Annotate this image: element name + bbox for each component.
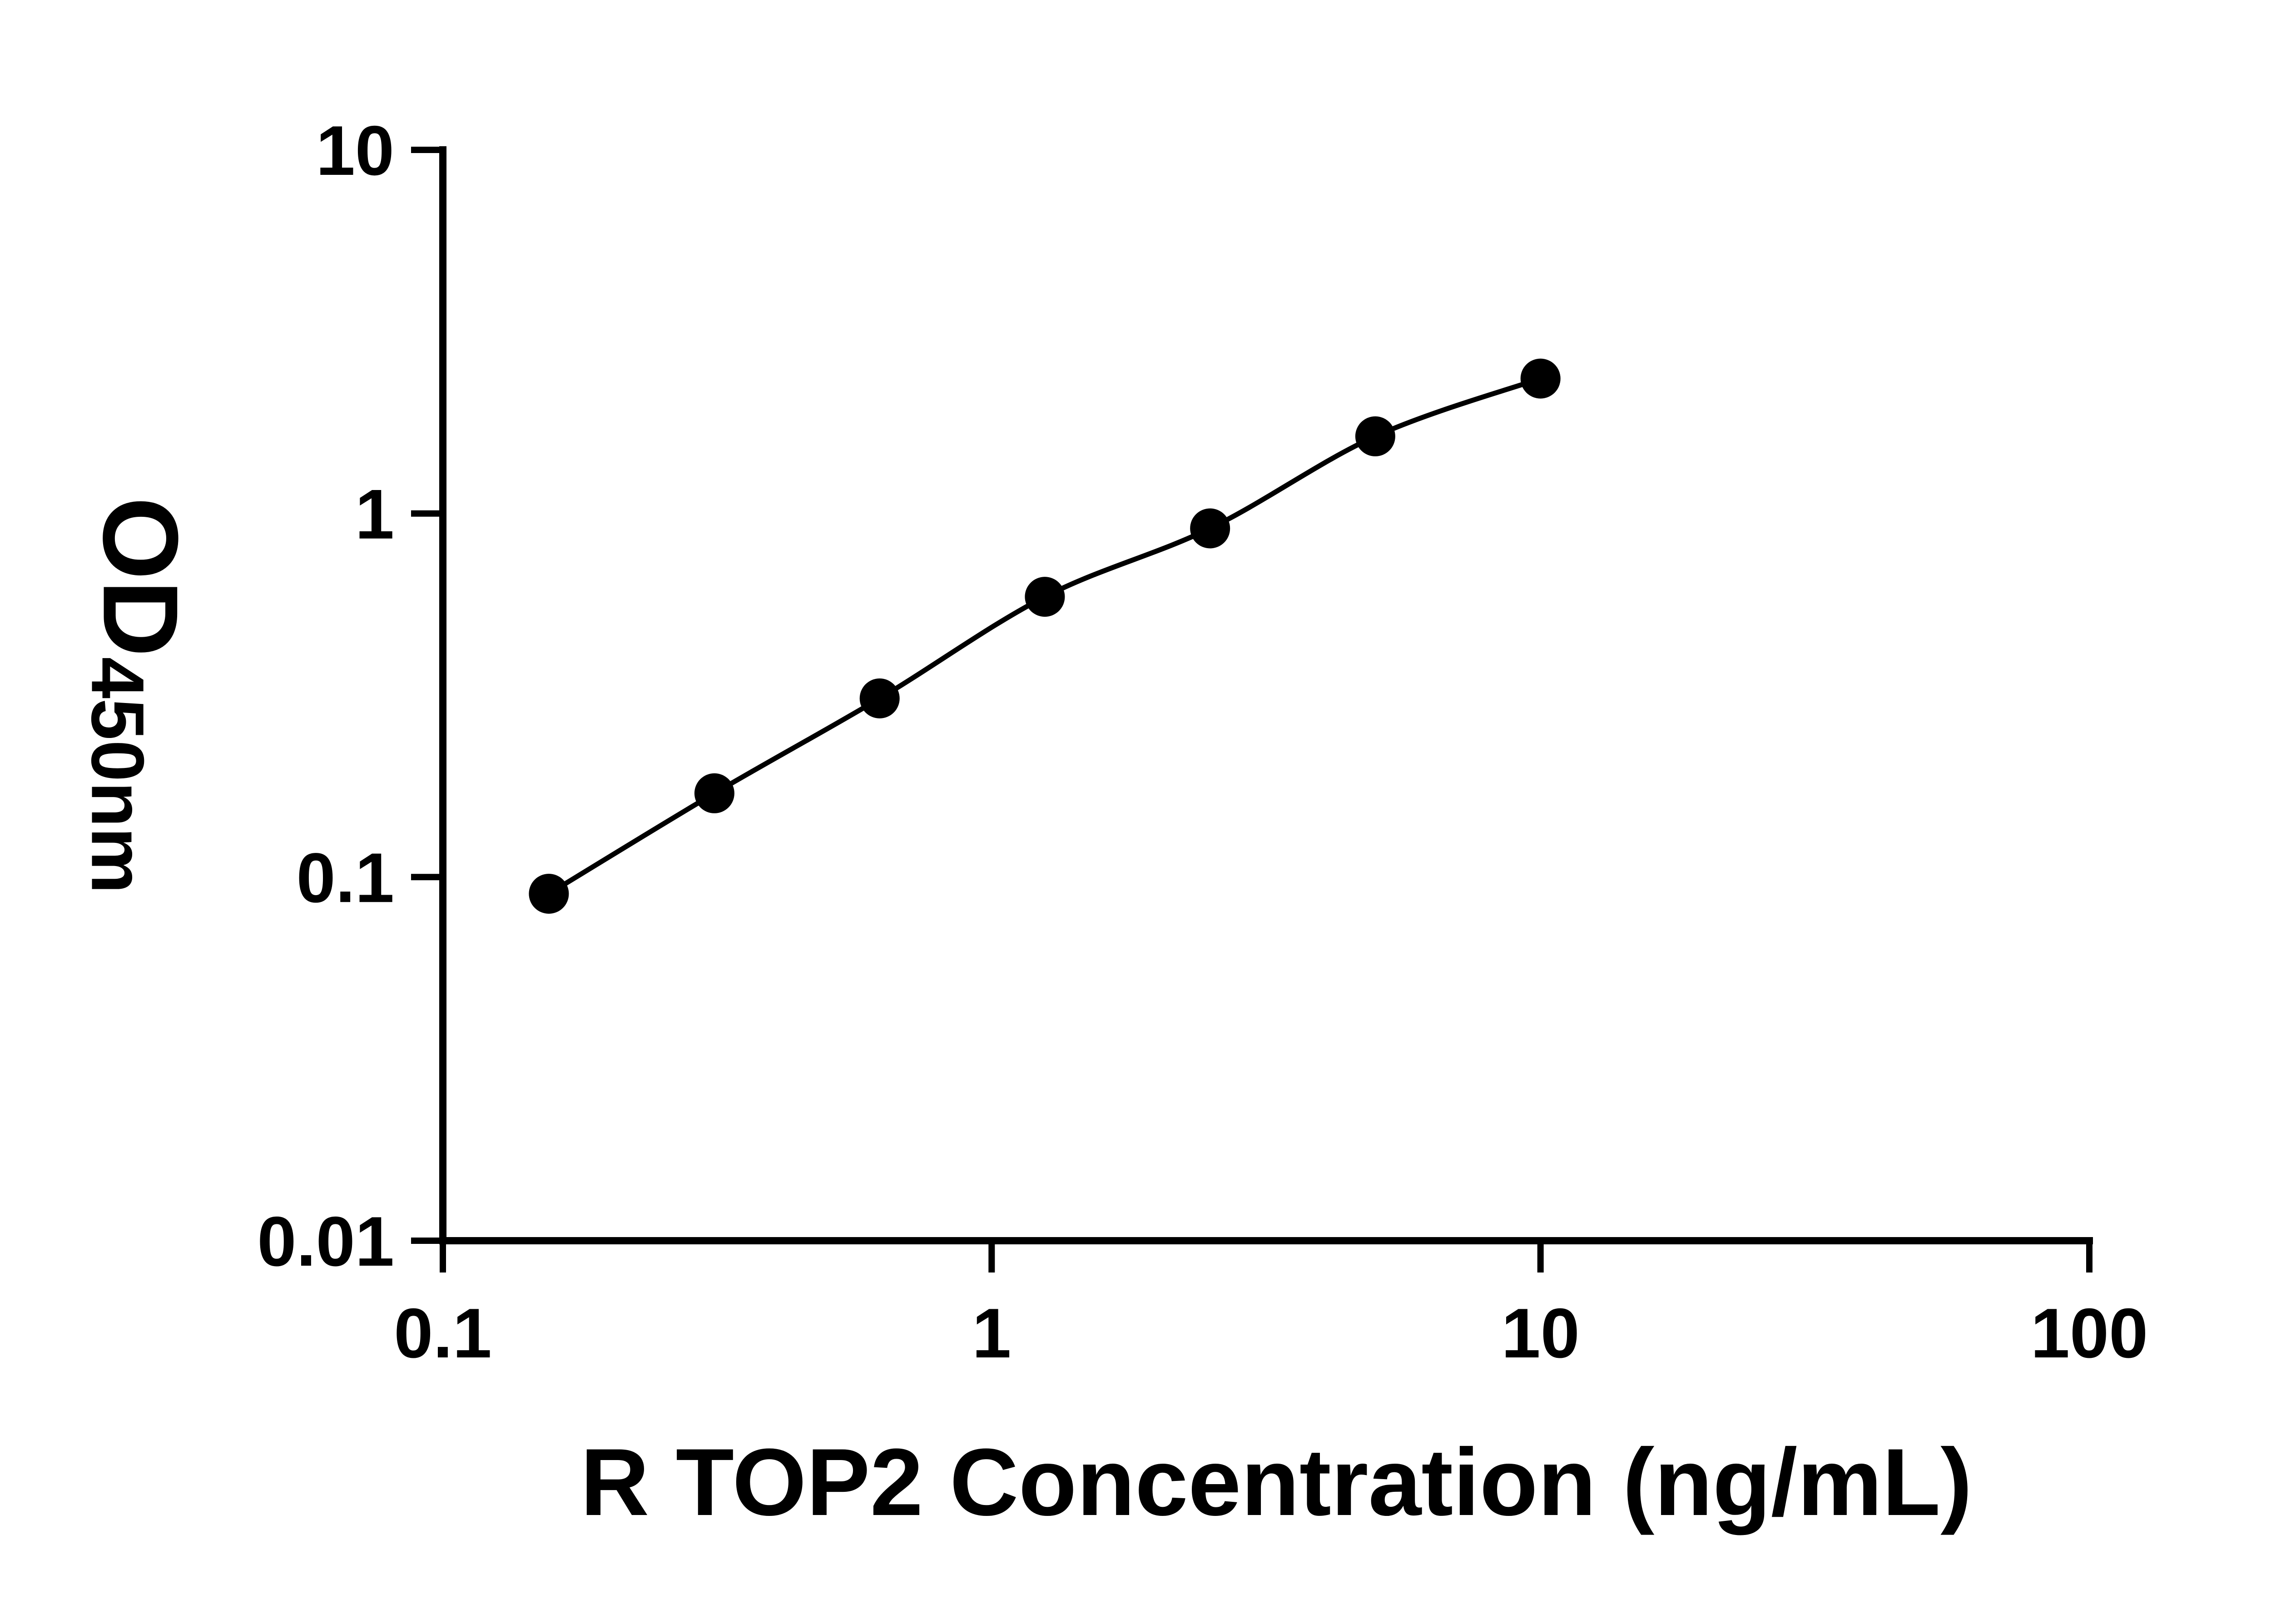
y-tick-label: 0.01 (257, 1202, 394, 1281)
data-point-marker (1190, 508, 1230, 549)
x-tick-label: 100 (2031, 1294, 2148, 1372)
x-axis-title: R TOP2 Concentration (ng/mL) (580, 1429, 1973, 1535)
data-point-marker (529, 874, 569, 914)
y-tick-label: 10 (316, 111, 394, 190)
x-tick-label: 10 (1501, 1294, 1579, 1372)
data-point-marker (859, 678, 900, 718)
x-tick-label: 0.1 (394, 1294, 491, 1372)
y-axis-title: OD450nm (76, 497, 200, 894)
y-axis-title-main: OD (81, 497, 201, 657)
data-point-marker (1355, 416, 1395, 456)
data-point-marker (694, 773, 734, 813)
y-tick-label: 0.1 (297, 838, 394, 917)
y-tick-label: 1 (355, 475, 394, 554)
x-tick-label: 1 (972, 1294, 1011, 1372)
data-point-marker (1520, 358, 1561, 399)
axes-spines (439, 146, 2093, 1244)
standard-curve-line (547, 376, 1542, 896)
data-point-marker (1025, 577, 1065, 617)
y-axis-title-subscript: 450nm (76, 657, 160, 894)
